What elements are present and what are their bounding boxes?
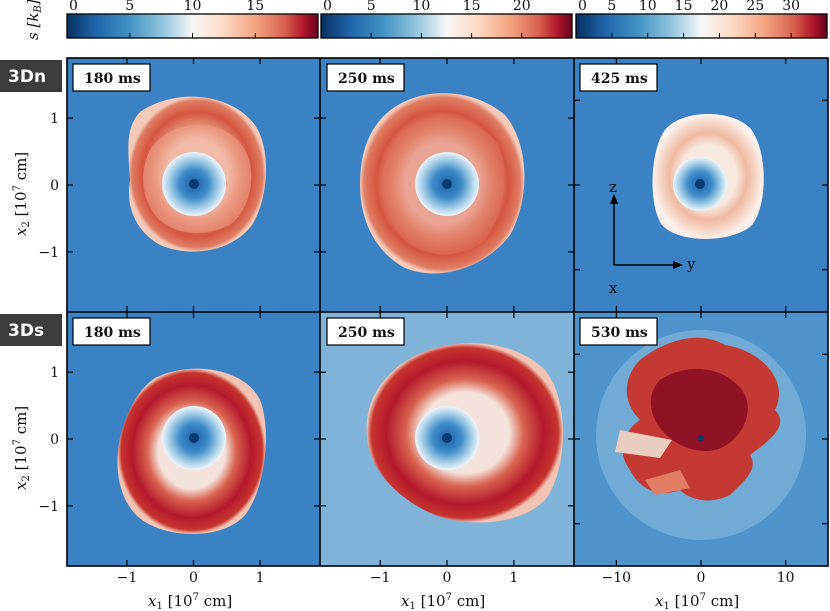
row-tags: 3Dn 3Ds [0,60,62,346]
colorbar-tick-label: 5 [607,0,616,14]
colorbar-tick-label: 20 [711,0,729,14]
shell-3ds-250 [366,343,564,523]
shell-3dn-180 [128,96,267,252]
x-tick-label: −1 [117,570,138,586]
colorbar-3 [575,13,828,39]
time-label-5: 250 ms [338,325,395,341]
time-label-4: 180 ms [84,325,141,341]
x-tick-label: 0 [189,570,198,586]
y-axis-label-top: x2 [107 cm] [12,152,32,236]
colorbar-tick-label: 5 [367,0,376,14]
colorbars: 0 5 10 15 0 5 10 15 20 0 5 10 15 20 25 30 [66,0,828,39]
colorbar-tick-label: 0 [69,0,78,14]
shell-3dn-250 [360,93,525,274]
shell-3dn-425 [652,113,764,239]
colorbar-tick-label: 30 [782,0,800,14]
colorbar-tick-label: 10 [184,0,202,14]
x-tick-label: −10 [602,570,632,586]
time-labels: 180 ms 250 ms 425 ms 180 ms 250 ms 530 m… [72,63,658,346]
x-tick-label: 10 [777,570,795,586]
x-tick-label: 1 [509,570,518,586]
y-axis-label-bottom: x2 [107 cm] [12,406,32,490]
colorbar-tick-label: 5 [125,0,134,14]
y-tick-label: 1 [50,365,59,381]
colorbar-tick-label: 10 [412,0,430,14]
shell-3ds-530 [596,330,806,540]
axes-triad: z y x [609,178,696,297]
y-tick-label: −1 [38,499,59,515]
time-label-1: 180 ms [84,71,141,87]
colorbar-tick-label: 10 [639,0,657,14]
colorbar-tick-label: 15 [675,0,693,14]
triad-x-label: x [609,279,618,297]
colorbar-tick-label: 0 [323,0,332,14]
time-label-2: 250 ms [338,71,395,87]
colorbar-tick-label: 15 [246,0,264,14]
row-tag-3ds: 3Ds [8,321,44,341]
colorbar-tick-label: 0 [578,0,587,14]
colorbar-tick-label: 20 [513,0,531,14]
x-tick-label: 0 [443,570,452,586]
shell-3ds-180 [117,368,266,535]
y-tick-label: 1 [50,111,59,127]
colorbar-tick-label: 25 [746,0,764,14]
axis-ticks: −101−1 0 1−101−1 0 1 −10 0 10 [38,58,828,586]
colorbar-tick-label: 15 [463,0,481,14]
colorbar-2 [320,13,573,39]
x-tick-label: 1 [256,570,265,586]
x-axis-label-1: x1 [107 cm] [148,592,232,611]
axis-titles: x2 [107 cm] x2 [107 cm] x1 [107 cm] x1 [… [12,152,739,611]
time-label-6: 530 ms [591,325,648,341]
triad-y-label: y [686,255,696,273]
x-tick-label: −1 [370,570,391,586]
y-tick-label: 0 [50,178,59,194]
colorbar-label: s [kB] [24,0,44,40]
x-tick-label: 0 [697,570,706,586]
triad-z-label: z [609,178,617,196]
time-label-3: 425 ms [591,71,648,87]
y-tick-label: −1 [38,245,59,261]
x-axis-label-3: x1 [107 cm] [655,592,739,611]
colorbar-ticks: 0 5 10 15 0 5 10 15 20 0 5 10 15 20 25 30 [66,0,800,38]
row-tag-3dn: 3Dn [8,67,46,87]
y-tick-label: 0 [50,432,59,448]
x-axis-label-2: x1 [107 cm] [401,592,485,611]
